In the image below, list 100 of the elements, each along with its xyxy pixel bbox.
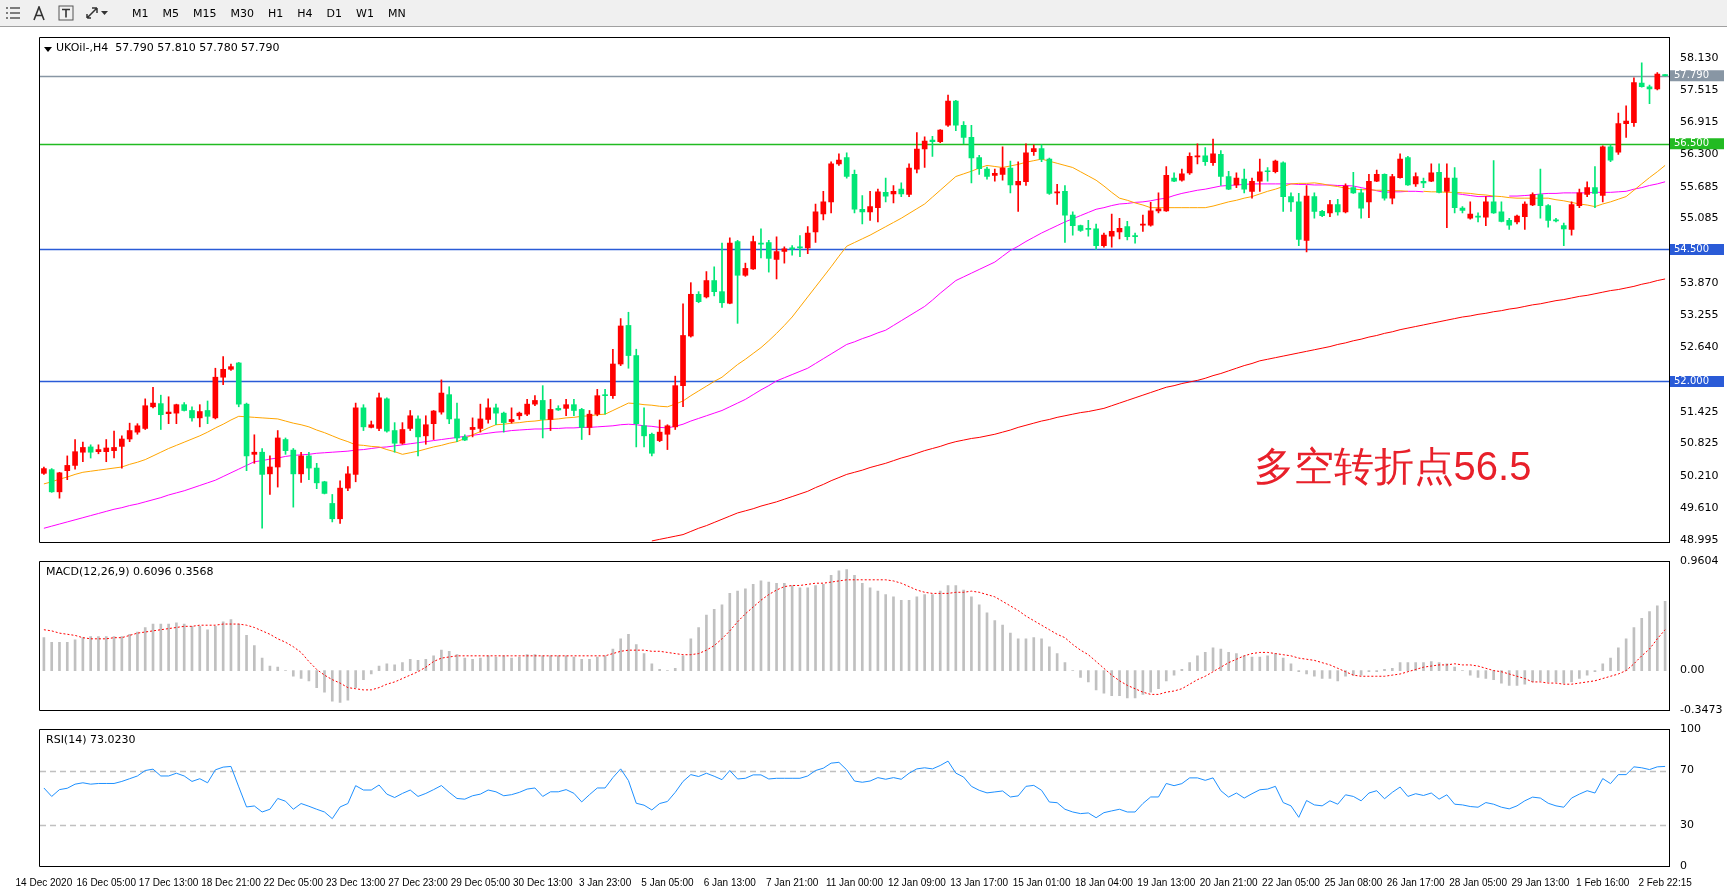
x-tick-label: 18 Jan 04:00 — [1075, 876, 1134, 888]
bar — [1110, 670, 1114, 696]
candlestick — [103, 439, 110, 463]
ref-line-label: 57.790 — [1674, 69, 1709, 81]
bar — [775, 582, 778, 671]
candlestick — [836, 153, 842, 166]
y-tick-label: 53.870 — [1680, 275, 1719, 289]
bar — [1468, 670, 1472, 676]
bar — [899, 599, 903, 671]
bar — [104, 636, 108, 671]
candlestick — [1623, 105, 1629, 138]
bar — [1087, 670, 1090, 683]
y-tick-label: 57.515 — [1680, 83, 1719, 97]
bar — [518, 656, 521, 671]
bar — [1016, 638, 1020, 671]
y-tick-label: 0.00 — [1680, 663, 1705, 677]
bar — [128, 633, 131, 671]
x-tick-label: 23 Dec 13:00 — [325, 876, 386, 888]
chart-title: MACD(12,26,9) 0.6096 0.3568 — [46, 565, 214, 579]
x-tick-label: 1 Feb 16:00 — [1576, 876, 1630, 888]
x-tick-label: 2 Feb 22:15 — [1638, 876, 1693, 888]
text: MN — [386, 6, 407, 22]
bar — [977, 604, 981, 671]
bar — [253, 645, 256, 671]
candlestick — [602, 389, 608, 415]
bar — [1336, 670, 1340, 682]
ref-line-label: 52.000 — [1674, 375, 1709, 387]
bar — [627, 633, 630, 671]
bar — [1570, 670, 1573, 683]
bar — [291, 670, 295, 677]
candlestick — [1015, 161, 1022, 212]
bar — [1188, 662, 1191, 671]
bar — [860, 582, 864, 671]
bar — [486, 655, 490, 671]
candlestick — [1560, 222, 1567, 247]
text: M1 — [131, 6, 150, 22]
bar — [697, 627, 700, 671]
bar — [619, 638, 622, 671]
x-tick-label: 13 Jan 17:00 — [950, 876, 1009, 888]
bar — [1281, 657, 1285, 671]
bar — [175, 622, 178, 671]
bar — [1157, 670, 1160, 690]
x-tick-label: 28 Jan 05:00 — [1449, 876, 1508, 888]
chart-title: UKOil-,H4 57.790 57.810 57.780 57.790 — [56, 41, 280, 55]
y-tick-label: 100 — [1680, 722, 1701, 736]
candlestick — [1444, 163, 1450, 229]
y-tick-label: 0.9604 — [1680, 554, 1719, 568]
y-tick-label: 56.915 — [1680, 114, 1719, 128]
bar — [369, 670, 373, 675]
x-tick-label: 6 Jan 13:00 — [703, 876, 757, 888]
bar — [1453, 666, 1456, 671]
annotation: 多空转折点56.5 — [1253, 443, 1532, 488]
bar — [938, 590, 942, 671]
bar — [401, 662, 404, 671]
y-tick-label: 50.210 — [1680, 468, 1719, 482]
candlestick — [1085, 220, 1092, 237]
bar — [1507, 670, 1511, 686]
bar — [1242, 655, 1246, 671]
y-tick-label: -0.3473 — [1680, 702, 1723, 716]
bar — [1601, 663, 1605, 671]
bar — [276, 666, 280, 671]
candlestick — [719, 242, 725, 308]
x-tick-label: 14 Dec 2020 — [15, 876, 73, 888]
text: M15 — [192, 6, 218, 22]
bar — [1196, 655, 1199, 671]
bar — [1648, 611, 1651, 671]
bar — [143, 627, 147, 671]
bar — [1227, 652, 1230, 671]
bar — [892, 596, 895, 671]
bar — [182, 623, 186, 671]
bar — [712, 608, 716, 671]
x-tick-label: 15 Jan 01:00 — [1012, 876, 1071, 888]
x-tick-label: 11 Jan 00:00 — [825, 876, 884, 888]
bar — [1235, 653, 1238, 671]
x-tick-label: 19 Jan 13:00 — [1137, 876, 1196, 888]
bar — [1546, 670, 1550, 683]
y-tick-label: 48.995 — [1680, 533, 1719, 547]
bar — [1305, 670, 1308, 675]
x-tick-label: 17 Dec 13:00 — [138, 876, 199, 888]
text: M5 — [161, 6, 180, 22]
bar — [1640, 618, 1644, 671]
candlestick — [789, 245, 795, 256]
bar — [1523, 670, 1527, 685]
bar — [884, 594, 888, 671]
x-tick-label: 7 Jan 21:00 — [766, 876, 819, 888]
bar — [588, 658, 591, 671]
y-tick-label: 55.085 — [1680, 211, 1719, 225]
bar — [1578, 670, 1581, 679]
bar — [595, 656, 599, 671]
bar — [736, 590, 739, 671]
bar — [206, 629, 209, 671]
y-tick-label: 30 — [1680, 817, 1694, 831]
bar — [556, 655, 560, 671]
bar — [728, 593, 732, 671]
y-tick-label: 55.685 — [1680, 179, 1719, 193]
bar — [931, 594, 934, 671]
y-tick-label: 70 — [1680, 763, 1694, 777]
y-tick-label: 51.425 — [1680, 404, 1719, 418]
bar — [1266, 655, 1269, 671]
x-tick-label: 20 Jan 21:00 — [1199, 876, 1258, 888]
